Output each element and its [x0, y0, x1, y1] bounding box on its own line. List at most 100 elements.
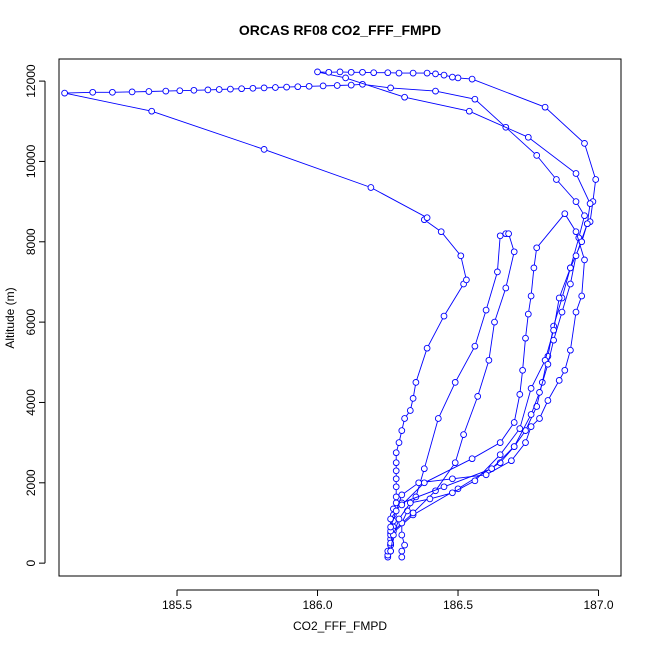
data-point — [536, 415, 543, 422]
data-point — [319, 82, 327, 90]
data-point — [145, 88, 153, 95]
data-point — [496, 439, 504, 446]
data-point — [510, 248, 518, 256]
x-axis: 185.5 186.0 186.5 187.0 — [162, 589, 614, 612]
data-point — [592, 176, 600, 183]
y-tick-label: 12000 — [24, 64, 38, 98]
plot-area — [61, 68, 600, 561]
data-point — [527, 411, 535, 418]
data-point — [440, 71, 448, 79]
data-point — [572, 308, 580, 316]
data-point — [471, 477, 479, 485]
data-point — [409, 395, 417, 402]
data-point — [451, 459, 459, 467]
data-point — [162, 87, 170, 95]
chart-title: ORCAS RF08 CO2_FFF_FMPD — [239, 22, 441, 38]
data-point — [567, 280, 574, 288]
data-point — [541, 103, 549, 111]
y-tick-label: 0 — [24, 559, 38, 566]
data-point — [420, 465, 428, 473]
data-point — [392, 507, 400, 515]
flight-leg-series — [387, 210, 588, 531]
data-point — [463, 276, 470, 284]
data-point — [581, 212, 588, 220]
data-point — [398, 491, 406, 499]
data-point — [432, 70, 439, 78]
data-point — [553, 176, 560, 183]
data-point — [572, 198, 580, 205]
data-point — [305, 82, 313, 90]
data-point — [524, 133, 532, 141]
data-point — [496, 451, 504, 459]
data-point — [558, 308, 566, 316]
data-point — [392, 493, 400, 501]
data-point — [370, 69, 378, 77]
data-point — [384, 69, 392, 77]
data-point — [401, 93, 408, 101]
data-point — [109, 88, 116, 96]
data-point — [510, 419, 518, 426]
data-point — [550, 336, 557, 344]
y-axis: 0 2000 4000 6000 8000 10000 12000 — [24, 64, 46, 566]
data-point — [398, 531, 406, 539]
data-point — [387, 523, 394, 531]
data-point — [392, 459, 400, 467]
data-point — [516, 425, 524, 432]
data-point — [485, 356, 493, 364]
data-point — [572, 252, 580, 260]
data-point — [550, 326, 557, 334]
data-point — [404, 507, 411, 515]
series-line — [64, 83, 585, 558]
data-point — [482, 471, 490, 479]
data-point — [314, 68, 321, 76]
data-point — [494, 268, 501, 276]
data-point — [61, 89, 68, 97]
data-point — [454, 74, 462, 82]
data-point — [567, 264, 574, 272]
data-point — [409, 69, 417, 77]
plot-frame — [58, 58, 622, 577]
x-tick-label: 186.0 — [303, 598, 333, 612]
data-point — [583, 220, 591, 228]
data-point — [325, 68, 333, 76]
data-point — [437, 228, 445, 236]
data-point — [238, 85, 245, 93]
data-point — [294, 83, 302, 91]
data-point — [423, 214, 431, 222]
data-point — [544, 360, 552, 368]
data-point — [586, 200, 594, 207]
data-point — [401, 415, 408, 422]
data-point — [398, 501, 406, 509]
data-point — [451, 379, 459, 386]
data-point — [342, 74, 349, 82]
data-point — [347, 81, 355, 89]
data-point — [176, 87, 184, 95]
data-point — [524, 310, 532, 318]
data-point — [336, 68, 344, 76]
data-point — [426, 495, 434, 503]
data-point — [449, 73, 456, 81]
data-point — [440, 312, 448, 320]
data-point — [260, 146, 268, 153]
data-point — [392, 483, 400, 491]
data-point — [561, 210, 569, 218]
data-point — [440, 483, 448, 491]
x-axis-label: CO2_FFF_FMPD — [293, 619, 387, 633]
data-point — [474, 393, 482, 400]
data-point — [555, 294, 563, 302]
data-point — [398, 547, 406, 555]
y-tick-label: 2000 — [24, 469, 38, 496]
data-point — [567, 346, 574, 354]
data-point — [510, 443, 518, 450]
data-point — [283, 83, 290, 91]
data-point — [392, 449, 400, 457]
data-point — [449, 475, 456, 483]
data-point — [395, 515, 403, 523]
data-point — [581, 256, 588, 264]
data-point — [434, 415, 442, 422]
data-point — [260, 84, 268, 92]
data-point — [544, 397, 552, 404]
flight-leg-series — [387, 230, 518, 561]
data-point — [465, 107, 473, 115]
